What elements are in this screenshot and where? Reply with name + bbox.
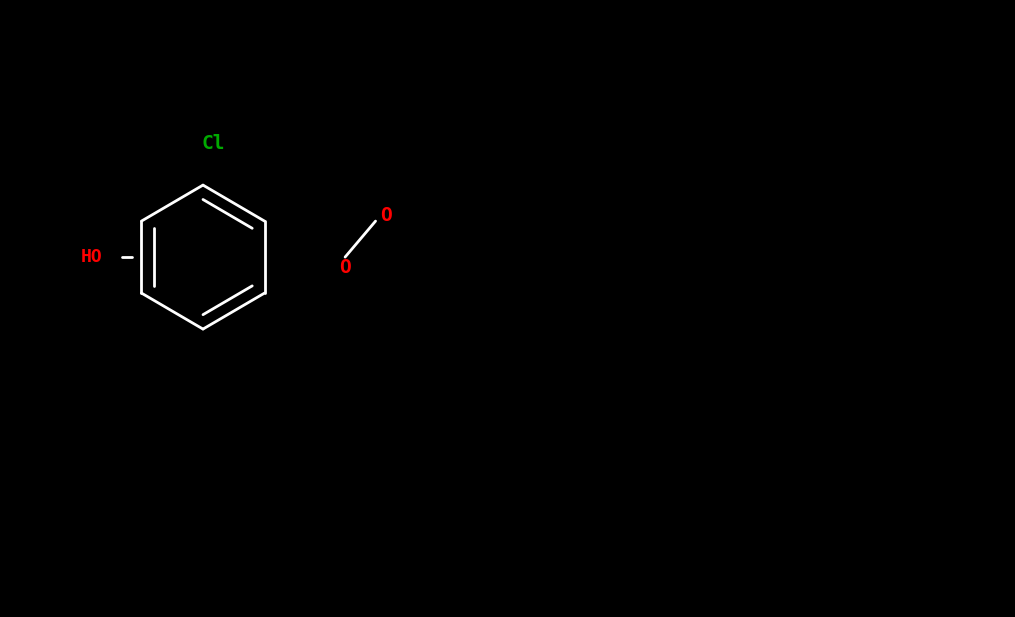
Text: Cl: Cl (201, 135, 225, 154)
Text: HO: HO (80, 248, 103, 266)
Text: O: O (380, 207, 392, 225)
Text: O: O (339, 258, 351, 277)
